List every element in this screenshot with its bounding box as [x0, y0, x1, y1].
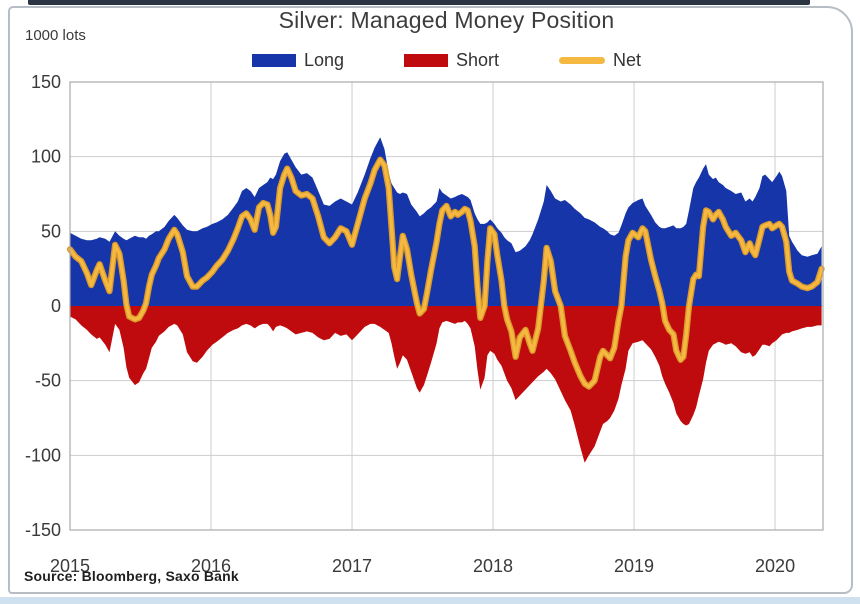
svg-text:-100: -100	[25, 445, 61, 465]
plot-border	[69, 81, 824, 531]
svg-text:2020: 2020	[755, 556, 795, 576]
chart-panel-frame	[8, 6, 853, 594]
svg-text:2015: 2015	[50, 556, 90, 576]
svg-text:-150: -150	[25, 520, 61, 540]
svg-text:100: 100	[31, 147, 61, 167]
svg-text:0: 0	[51, 296, 61, 316]
bottom-edge-strip	[0, 597, 860, 604]
svg-text:2016: 2016	[191, 556, 231, 576]
svg-text:-50: -50	[35, 371, 61, 391]
short-series-swatch-icon	[404, 54, 448, 67]
series-long-area	[70, 137, 822, 306]
legend-label-long: Long	[303, 50, 344, 70]
source-note: Source: Bloomberg, Saxo Bank	[24, 568, 239, 584]
y-axis-labels: 150 100 50 0 -50 -100 -150	[25, 72, 61, 540]
legend-item-net: Net	[559, 50, 641, 71]
legend-item-short: Short	[404, 50, 499, 71]
svg-text:150: 150	[31, 72, 61, 92]
svg-text:2019: 2019	[614, 556, 654, 576]
chart-title: Silver: Managed Money Position	[278, 7, 615, 33]
x-axis-labels: 2015 2016 2017 2018 2019 2020	[50, 556, 795, 576]
svg-text:50: 50	[41, 221, 61, 241]
top-edge-bar	[28, 0, 810, 5]
svg-text:2017: 2017	[332, 556, 372, 576]
long-series-swatch-icon	[251, 54, 296, 67]
net-series-swatch-icon	[559, 57, 606, 64]
series-net-line	[68, 157, 824, 389]
legend-item-long: Long	[251, 50, 344, 71]
legend-label-net: Net	[613, 50, 642, 70]
legend-label-short: Short	[456, 50, 500, 70]
series-short-area	[70, 306, 822, 463]
chart-legend: Long Short Net	[70, 50, 823, 71]
svg-text:2018: 2018	[473, 556, 513, 576]
y-axis-unit-label: 1000 lots	[25, 27, 86, 44]
